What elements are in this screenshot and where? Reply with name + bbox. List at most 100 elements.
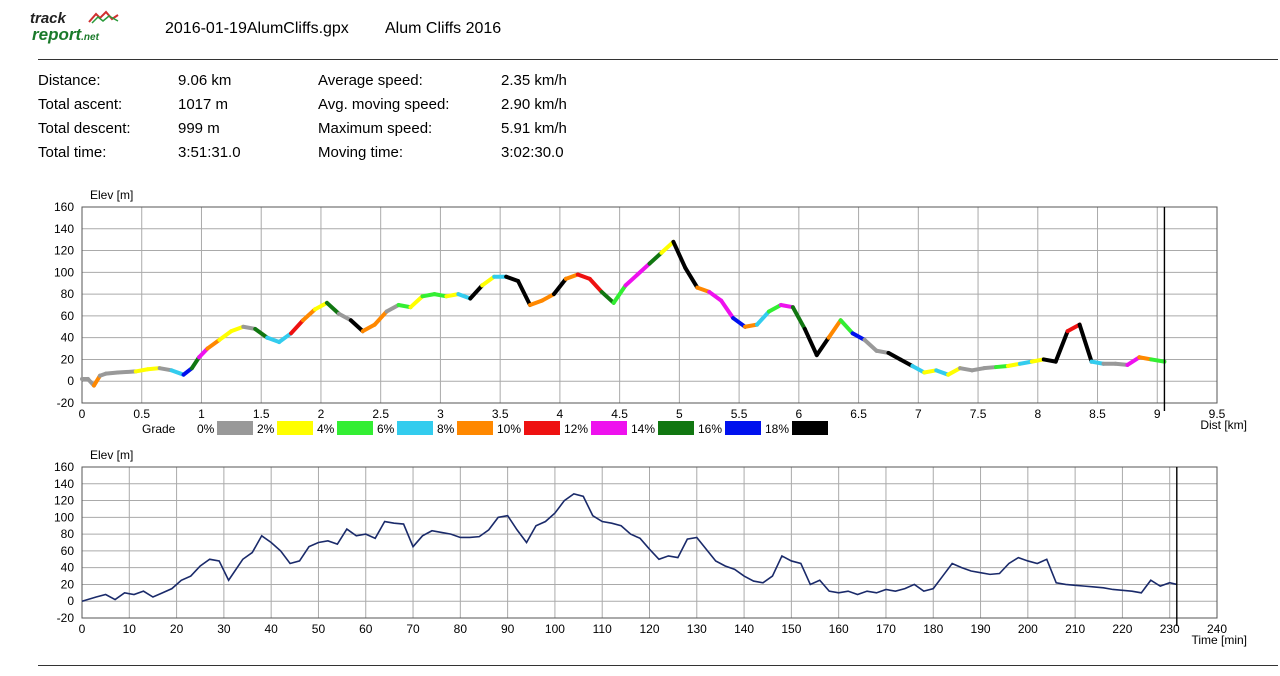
dist-chart-grade-segment bbox=[133, 367, 150, 374]
time-chart-x-tick-label: 70 bbox=[406, 622, 420, 636]
dist-chart-grade-segment bbox=[898, 357, 915, 368]
dist-chart-y-tick-label: 100 bbox=[54, 265, 74, 279]
dist-chart-grade-segment bbox=[683, 265, 700, 290]
dist-chart-legend-label: 10% bbox=[497, 422, 521, 436]
dist-chart-grade-segment bbox=[384, 303, 401, 314]
stat-max-speed-label: Maximum speed: bbox=[318, 120, 433, 137]
time-chart-x-tick-label: 90 bbox=[501, 622, 515, 636]
dist-chart-grade-segment bbox=[372, 309, 389, 327]
dist-chart-x-tick-label: 3 bbox=[437, 407, 444, 421]
dist-chart-x-tick-label: 1 bbox=[198, 407, 205, 421]
dist-chart-legend-swatch bbox=[277, 421, 313, 435]
stat-total-time-value: 3:51:31.0 bbox=[178, 144, 241, 161]
dist-chart-grade-segment bbox=[1149, 357, 1167, 364]
dist-chart-x-tick-label: 1.5 bbox=[253, 407, 270, 421]
dist-chart-x-tick-label: 2 bbox=[318, 407, 325, 421]
dist-chart-legend-label: 0% bbox=[197, 422, 215, 436]
time-chart-x-tick-label: 150 bbox=[781, 622, 801, 636]
dist-chart-grade-segment bbox=[1041, 357, 1058, 364]
dist-chart-grade-segment bbox=[755, 309, 771, 327]
dist-chart-grade-segment bbox=[432, 292, 449, 299]
dist-chart-grade-segment bbox=[420, 292, 437, 299]
time-chart-x-tick-label: 40 bbox=[264, 622, 278, 636]
dist-chart-legend-label: 12% bbox=[564, 422, 588, 436]
dist-chart-legend-swatch bbox=[658, 421, 694, 435]
stat-avg-speed-value: 2.35 km/h bbox=[501, 72, 567, 89]
stat-avg-moving-speed-label: Avg. moving speed: bbox=[318, 96, 450, 113]
dist-chart-grade-segment bbox=[1089, 359, 1106, 366]
dist-chart-grade-segment bbox=[790, 305, 807, 331]
dist-chart-grade-segment bbox=[731, 316, 748, 329]
time-chart-y-tick-label: 20 bbox=[61, 577, 75, 591]
time-chart-y-tick-label: 160 bbox=[54, 460, 74, 474]
dist-chart-grade-segment bbox=[528, 298, 544, 307]
dist-chart-grade-segment bbox=[396, 303, 413, 310]
dist-chart-grade-segment bbox=[1137, 355, 1154, 362]
dist-chart-x-tick-label: 6.5 bbox=[850, 407, 867, 421]
dist-chart-legend-label: 18% bbox=[765, 422, 789, 436]
time-chart-y-tick-label: 80 bbox=[61, 527, 75, 541]
dist-chart-grade-segment bbox=[611, 283, 628, 305]
stat-descent-label: Total descent: bbox=[38, 120, 131, 137]
time-chart-x-tick-label: 170 bbox=[876, 622, 896, 636]
dist-chart-grade-segment bbox=[671, 239, 688, 270]
dist-chart-legend-title: Grade bbox=[142, 422, 176, 436]
mountain-icon bbox=[88, 10, 119, 24]
dist-chart-grade-segment bbox=[970, 366, 987, 373]
dist-chart-x-tick-label: 5 bbox=[676, 407, 683, 421]
dist-chart-grade-segment bbox=[778, 303, 795, 310]
dist-chart-y-tick-label: 120 bbox=[54, 244, 74, 258]
dist-chart-x-tick-label: 9.5 bbox=[1209, 407, 1226, 421]
dist-chart-grade-segment bbox=[1029, 357, 1046, 364]
dist-chart-grade-segment bbox=[229, 324, 246, 334]
time-chart-x-tick-label: 120 bbox=[639, 622, 659, 636]
time-chart-x-tick-label: 180 bbox=[923, 622, 943, 636]
elevation-distance-chart: 0 0.5 1 1.5 2 2.5 3 3.5 4 4.5 5 5.5 6 6.5 7 7.5 8 8.5 9 9.5… bbox=[54, 188, 1247, 436]
dist-chart-legend-swatch bbox=[591, 421, 627, 435]
time-chart-x-tick-label: 50 bbox=[312, 622, 326, 636]
dist-chart-y-tick-label: 40 bbox=[61, 331, 75, 345]
dist-chart-y-tick-label: 80 bbox=[61, 287, 75, 301]
stat-ascent-value: 1017 m bbox=[178, 96, 229, 113]
dist-chart-legend-swatch bbox=[725, 421, 761, 435]
time-chart-x-tick-label: 200 bbox=[1018, 622, 1038, 636]
elevation-time-chart: 0 10 20 30 40 50 60 70 80 90 100 110 120 130 140 150 160… bbox=[54, 450, 1247, 647]
dist-chart-grade-segment bbox=[743, 322, 760, 329]
dist-chart-grade-segment bbox=[838, 318, 855, 336]
dist-chart-x-tick-label: 8.5 bbox=[1089, 407, 1106, 421]
dist-chart-grade-segment bbox=[277, 331, 294, 345]
stat-distance-value: 9.06 km bbox=[178, 72, 232, 89]
time-chart-x-tick-label: 160 bbox=[829, 622, 849, 636]
dist-chart-legend-swatch bbox=[792, 421, 828, 435]
dist-chart-grade-segment bbox=[516, 279, 533, 307]
time-chart-x-tick-label: 240 bbox=[1207, 622, 1227, 636]
time-chart-y-tick-label: 40 bbox=[61, 561, 75, 575]
time-chart-y-axis-label: Elev [m] bbox=[90, 450, 133, 462]
dist-chart-grade-segment bbox=[1053, 329, 1070, 364]
dist-chart-grade-segment bbox=[647, 250, 664, 266]
time-chart-y-tick-label: 0 bbox=[67, 594, 74, 608]
dist-chart-grade-segment bbox=[635, 261, 652, 277]
time-chart-plot-frame bbox=[81, 466, 1218, 619]
header-divider bbox=[38, 59, 1278, 60]
dist-chart-grade-segment bbox=[253, 326, 270, 340]
dist-chart-legend-label: 14% bbox=[631, 422, 655, 436]
stat-descent-value: 999 m bbox=[178, 120, 220, 137]
dist-chart-x-tick-label: 0.5 bbox=[133, 407, 150, 421]
time-chart-x-tick-label: 80 bbox=[454, 622, 468, 636]
dist-chart-y-tick-label: 160 bbox=[54, 200, 74, 214]
dist-chart-x-tick-label: 6 bbox=[795, 407, 802, 421]
dist-chart-grade-segment bbox=[766, 303, 783, 314]
dist-chart-grade-segment bbox=[348, 318, 365, 334]
dist-chart-grade-segment bbox=[1125, 355, 1142, 367]
dist-chart-grade-segment bbox=[115, 369, 138, 375]
time-chart-y-tick-label: 100 bbox=[54, 510, 74, 524]
time-chart-x-tick-label: 230 bbox=[1160, 622, 1180, 636]
trackreport-logo[interactable]: track report.net bbox=[30, 10, 130, 46]
dist-chart-legend-label: 2% bbox=[257, 422, 275, 436]
stat-moving-time-label: Moving time: bbox=[318, 144, 404, 161]
dist-chart-legend-label: 8% bbox=[437, 422, 455, 436]
stat-avg-speed-label: Average speed: bbox=[318, 72, 423, 89]
dist-chart-grade-segment bbox=[468, 283, 485, 301]
dist-chart-grade-segment bbox=[623, 272, 640, 288]
